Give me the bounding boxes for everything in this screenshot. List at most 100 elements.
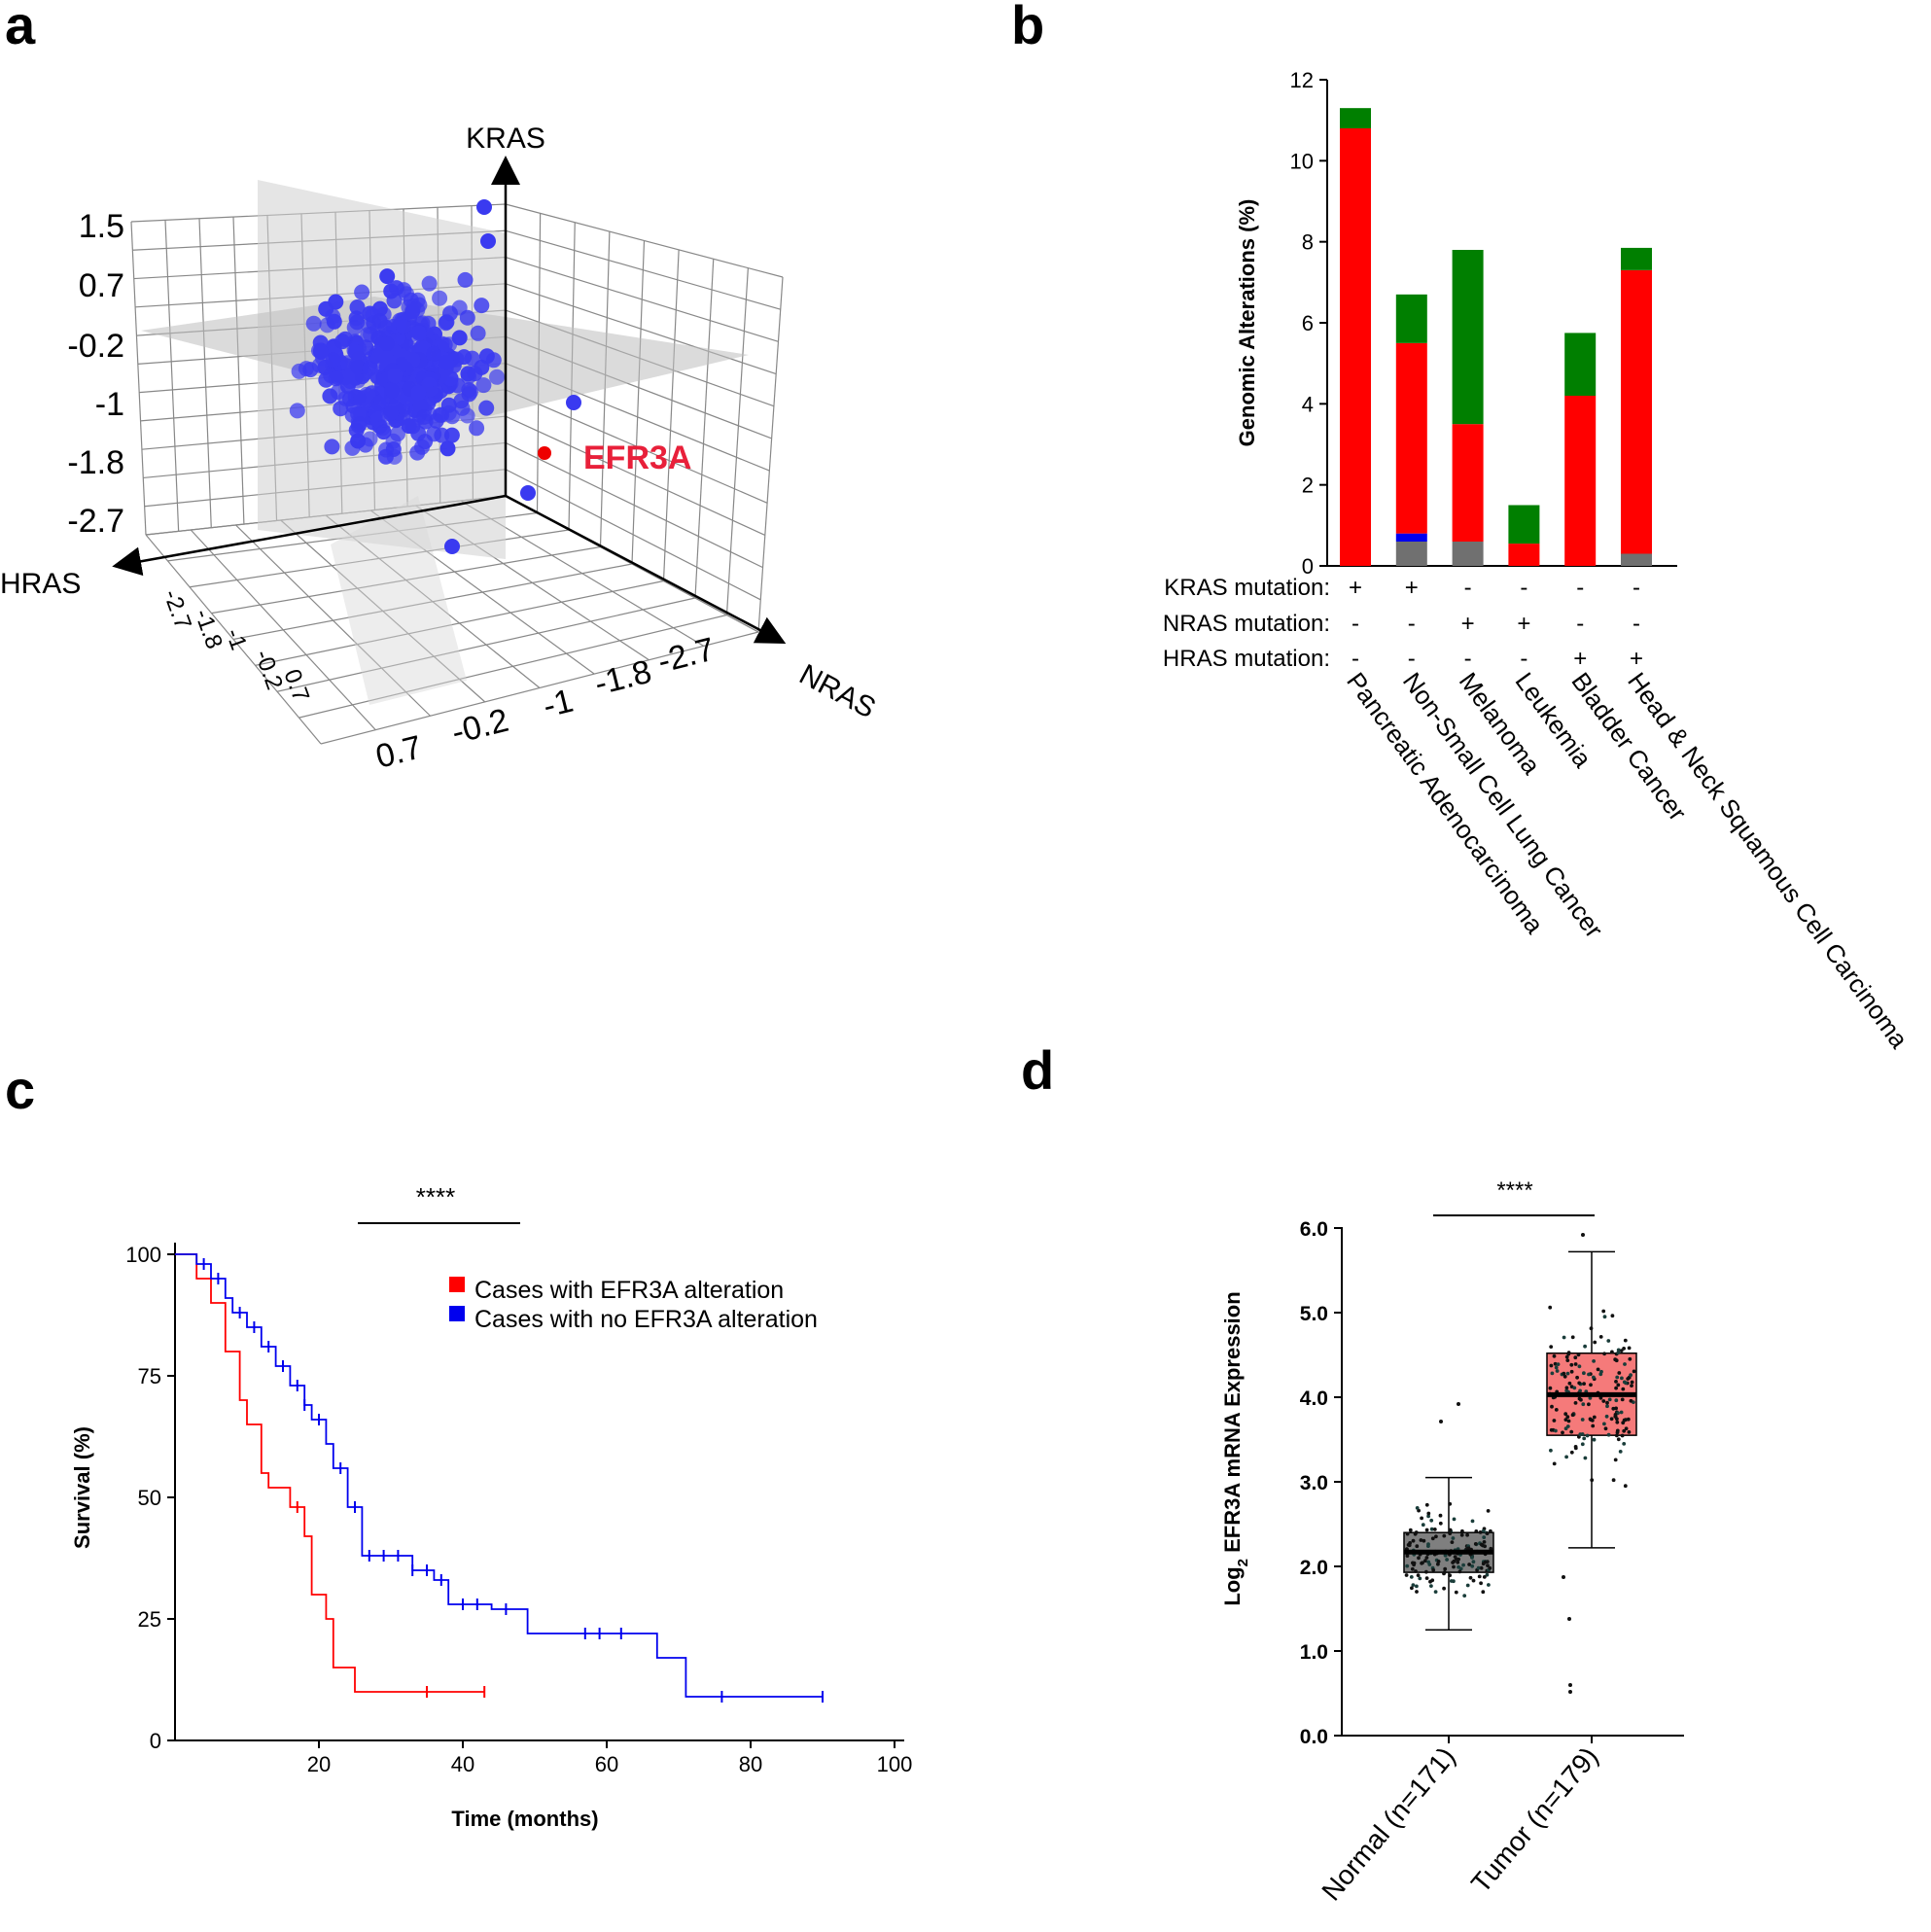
- data-point: [1478, 1530, 1483, 1534]
- data-point: [1556, 1362, 1561, 1366]
- mutation-sign: +: [1517, 611, 1530, 637]
- panel-d-y-ticks: 0.0 1.0 2.0 3.0 4.0 5.0 6.0: [1300, 1218, 1342, 1748]
- bar-segment-green: [1395, 294, 1427, 343]
- data-point: [1443, 1553, 1448, 1558]
- data-point: [1471, 1560, 1476, 1564]
- right-wall-gridline: [631, 240, 646, 565]
- panel-d-y-label: Log2 EFR3A mRNA Expression: [1220, 1291, 1251, 1605]
- data-point: [1471, 1578, 1476, 1583]
- data-point: [1429, 1527, 1434, 1531]
- data-point: [1588, 1396, 1593, 1400]
- data-point: [1562, 1374, 1567, 1379]
- nras-axis-arrow: [505, 494, 787, 644]
- data-point: [1605, 1400, 1609, 1405]
- data-point: [1587, 1402, 1591, 1407]
- category-label: Normal (n=171): [1316, 1741, 1460, 1907]
- data-point: [1481, 1590, 1486, 1595]
- panel-c-y-tick-label: 50: [138, 1486, 161, 1510]
- data-point: [1459, 1532, 1464, 1537]
- data-point: [1623, 1362, 1627, 1366]
- gene-point: [334, 334, 351, 350]
- data-point: [1617, 1371, 1622, 1375]
- data-point: [1457, 1564, 1460, 1569]
- data-point: [1432, 1528, 1437, 1531]
- data-point: [1414, 1530, 1419, 1534]
- panel-d-boxes: [1403, 1233, 1637, 1743]
- gene-point-outlier: [566, 395, 581, 410]
- gene-point: [333, 401, 349, 417]
- data-point: [1442, 1570, 1447, 1574]
- data-point: [1563, 1426, 1568, 1431]
- panel-d-y-tick-label: 5.0: [1300, 1303, 1328, 1325]
- mutation-row-label: KRAS mutation:: [1164, 575, 1330, 601]
- gene-point: [404, 303, 421, 320]
- data-point: [1424, 1556, 1429, 1560]
- data-point: [1580, 1418, 1585, 1422]
- data-point: [1420, 1516, 1423, 1521]
- panel-c-x-tick-label: 40: [451, 1752, 474, 1776]
- data-point: [1408, 1528, 1413, 1532]
- data-point: [1581, 1402, 1586, 1407]
- gene-point: [478, 400, 495, 416]
- data-point: [1485, 1531, 1490, 1535]
- hras-tick: -2.7: [158, 586, 196, 633]
- data-point: [1593, 1340, 1597, 1345]
- mutation-sign: -: [1464, 646, 1472, 672]
- panel-label-c: c: [5, 1059, 35, 1120]
- gene-point: [399, 286, 415, 302]
- gene-point: [457, 271, 474, 288]
- data-point: [1622, 1347, 1626, 1351]
- data-point: [1476, 1565, 1481, 1570]
- data-point: [1409, 1575, 1414, 1579]
- right-wall-gridline: [505, 389, 768, 504]
- data-point: [1419, 1538, 1423, 1542]
- gene-point: [434, 427, 450, 443]
- panel-a-floor-plane: [331, 496, 467, 705]
- panel-d-y-tick-label: 0.0: [1300, 1726, 1328, 1748]
- data-point: [1466, 1546, 1471, 1551]
- data-point: [1587, 1372, 1591, 1377]
- data-point: [1485, 1572, 1490, 1577]
- gene-point: [461, 382, 477, 398]
- data-point: [1421, 1523, 1425, 1528]
- panel-c-y-tick-label: 25: [138, 1607, 161, 1632]
- panel-a-points: [289, 199, 581, 554]
- gene-point: [410, 325, 427, 341]
- panel-b-y-tick-label: 8: [1302, 230, 1314, 255]
- data-point: [1481, 1562, 1486, 1566]
- data-point: [1570, 1413, 1575, 1418]
- legend-swatch-altered: [449, 1277, 465, 1292]
- bar-segment-red: [1340, 128, 1371, 566]
- data-point: [1614, 1433, 1619, 1438]
- panel-label-b: b: [1011, 0, 1044, 55]
- panel-b-y-tick-label: 4: [1302, 392, 1314, 416]
- data-point: [1482, 1540, 1487, 1544]
- outlier-point: [1439, 1420, 1443, 1423]
- panel-c-significance: ****: [416, 1182, 455, 1212]
- data-point: [1434, 1534, 1438, 1539]
- nras-tick: -1: [540, 683, 578, 725]
- data-point: [1553, 1361, 1558, 1366]
- gene-point: [362, 360, 378, 376]
- data-point: [1619, 1349, 1624, 1352]
- data-point: [1442, 1586, 1446, 1591]
- data-point: [1468, 1575, 1473, 1580]
- data-point: [1630, 1384, 1633, 1388]
- bar-segment-red: [1452, 424, 1484, 542]
- data-point: [1606, 1432, 1611, 1437]
- floor-gridline: [276, 597, 696, 692]
- data-point: [1410, 1586, 1414, 1591]
- gene-point: [350, 389, 367, 405]
- gene-point: [467, 366, 483, 382]
- kras-tick: -2.7: [67, 503, 124, 540]
- data-point: [1426, 1511, 1431, 1516]
- data-point: [1602, 1352, 1606, 1356]
- data-point: [1576, 1352, 1581, 1357]
- data-point: [1411, 1583, 1416, 1587]
- data-point: [1423, 1559, 1427, 1563]
- data-point: [1610, 1350, 1614, 1354]
- gene-point: [351, 415, 368, 432]
- kras-tick: -0.2: [67, 328, 124, 365]
- gene-point: [409, 444, 426, 461]
